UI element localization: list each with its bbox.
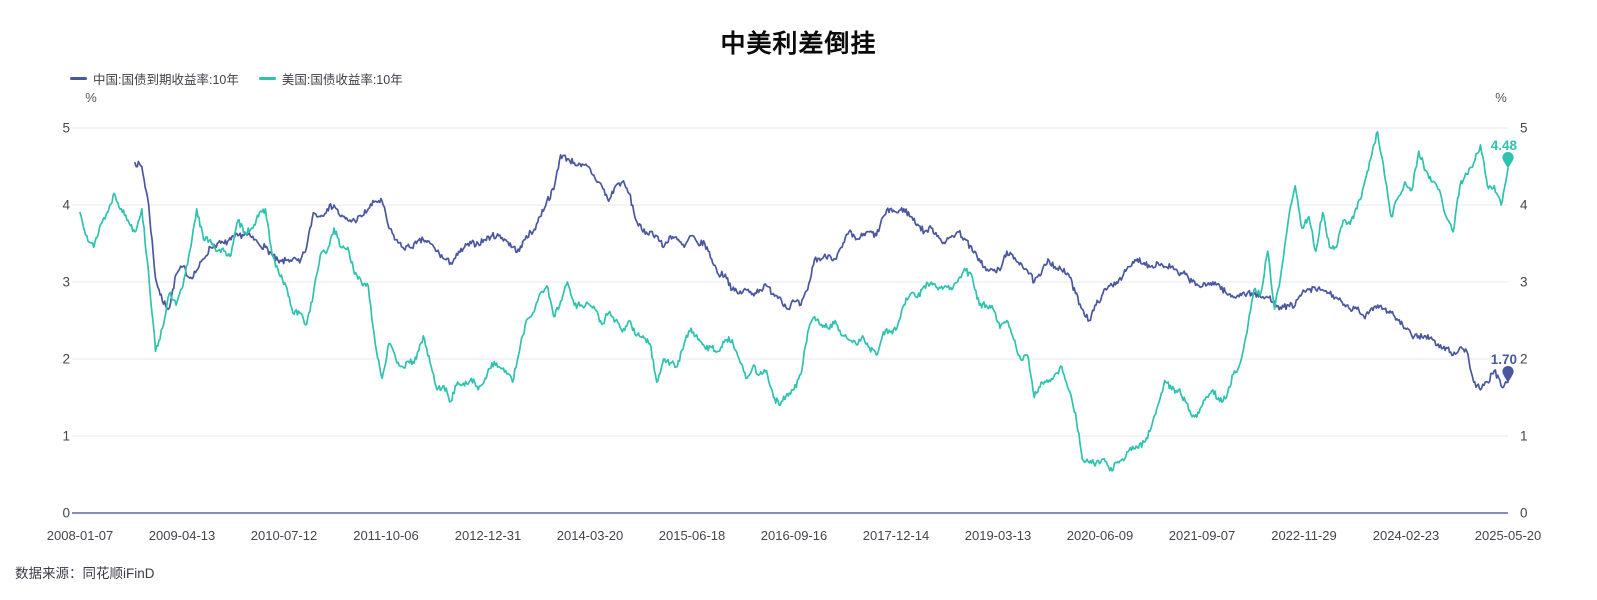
y-axis-label-left: 0 — [62, 506, 70, 521]
x-axis-label: 2025-05-20 — [1475, 528, 1542, 543]
legend: 中国:国债到期收益率:10年 美国:国债收益率:10年 — [70, 69, 403, 88]
end-value-label-us: 4.48 — [1491, 138, 1518, 153]
legend-label-us: 美国:国债收益率:10年 — [281, 73, 403, 87]
x-axis-label: 2012-12-31 — [455, 528, 522, 543]
series-line-us — [79, 130, 1509, 472]
y-axis-label-left: 3 — [62, 275, 70, 290]
y-axis-label-right: 5 — [1520, 121, 1528, 136]
x-axis-label: 2011-10-06 — [353, 528, 419, 543]
x-axis-label: 2010-07-12 — [251, 528, 318, 543]
y-axis-label-right: 1 — [1520, 429, 1528, 444]
legend-item-china[interactable]: 中国:国债到期收益率:10年 — [70, 69, 239, 88]
legend-swatch-china — [70, 77, 87, 80]
x-axis-label: 2021-09-07 — [1169, 528, 1236, 543]
data-source-label: 数据来源：同花顺iFinD — [15, 566, 155, 581]
x-axis-label: 2019-03-13 — [965, 528, 1032, 543]
x-axis-label: 2016-09-16 — [761, 528, 828, 543]
y-axis-label-left: 4 — [62, 198, 70, 213]
y-axis-label-left: 1 — [62, 429, 70, 444]
end-marker-us — [1502, 151, 1514, 169]
chart-title: 中美利差倒挂 — [720, 30, 877, 58]
y-axis-label-left: 2 — [62, 352, 70, 367]
end-value-label-china: 1.70 — [1491, 352, 1517, 367]
y-axis-label-right: 4 — [1520, 198, 1528, 213]
x-axis-label: 2008-01-07 — [47, 528, 114, 543]
y-axis-label-right: 3 — [1520, 275, 1528, 290]
y-axis-label-right: 0 — [1520, 506, 1528, 521]
y-axis-unit-left: % — [85, 90, 97, 105]
y-axis-label-right: 2 — [1520, 352, 1528, 367]
end-marker-china — [1502, 366, 1514, 383]
y-axis-unit-right: % — [1495, 90, 1507, 105]
legend-label-china: 中国:国债到期收益率:10年 — [93, 73, 239, 87]
x-axis-label: 2014-03-20 — [557, 528, 624, 543]
series-line-china — [134, 154, 1509, 391]
legend-swatch-us — [258, 77, 276, 80]
x-axis-label: 2020-06-09 — [1067, 528, 1134, 543]
x-axis-label: 2009-04-13 — [149, 528, 216, 543]
legend-item-us[interactable]: 美国:国债收益率:10年 — [258, 69, 403, 88]
x-axis-label: 2017-12-14 — [863, 528, 930, 543]
x-axis-label: 2022-11-29 — [1271, 528, 1337, 543]
x-axis-label: 2015-06-18 — [659, 528, 726, 543]
y-axis-label-left: 5 — [62, 121, 70, 136]
x-axis-label: 2024-02-23 — [1373, 528, 1440, 543]
